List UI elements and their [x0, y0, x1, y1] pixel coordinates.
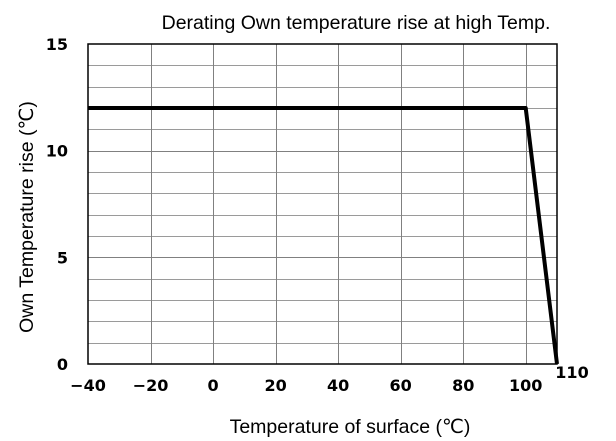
- chart-title: Derating Own temperature rise at high Te…: [162, 12, 551, 34]
- x-tick-label: 20: [264, 376, 286, 395]
- y-axis-label: Own Temperature rise (℃): [16, 101, 38, 333]
- x-tick-label: 100: [509, 376, 542, 395]
- series-layer: [88, 106, 559, 365]
- plot-frame: [87, 43, 558, 365]
- x-tick-label: 0: [207, 376, 218, 395]
- y-tick-label: 0: [57, 355, 68, 374]
- y-tick-label: 10: [46, 142, 68, 161]
- tick-label-layer: −40 −20 0 20 40 60 80 100 110 0 5 10 15: [46, 35, 589, 395]
- x-tick-label: 80: [452, 376, 474, 395]
- derating-curve: [88, 106, 559, 365]
- x-tick-label: 110: [555, 363, 588, 382]
- x-tick-label: 60: [390, 376, 412, 395]
- x-tick-label: −20: [133, 376, 169, 395]
- x-axis-label: Temperature of surface (℃): [230, 416, 471, 438]
- y-tick-label: 15: [46, 35, 68, 54]
- frame-layer: [87, 43, 558, 365]
- x-tick-label: 40: [327, 376, 349, 395]
- x-tick-label: −40: [70, 376, 106, 395]
- grid-layer: [88, 44, 557, 364]
- y-tick-label: 5: [57, 248, 68, 267]
